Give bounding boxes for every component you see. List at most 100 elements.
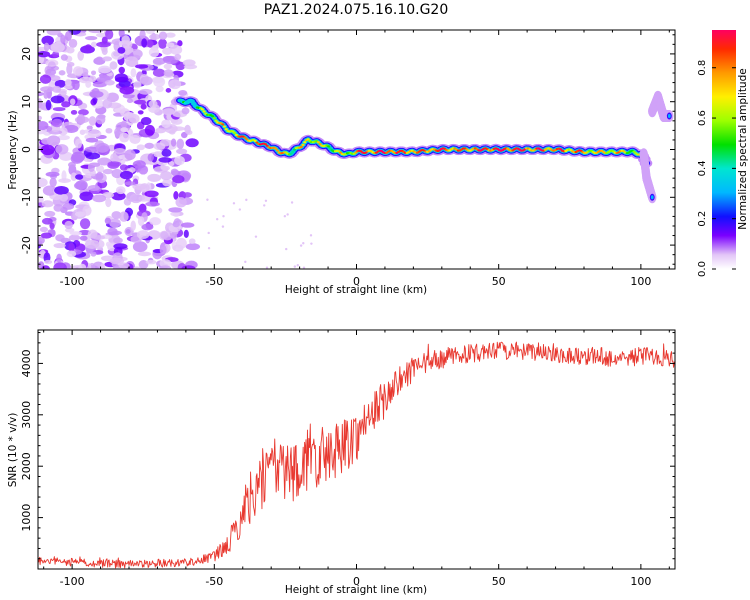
ridge-core <box>212 117 216 120</box>
noise-blob <box>38 115 42 121</box>
noise-blob <box>45 59 59 67</box>
noise-speck <box>299 244 303 247</box>
noise-blob <box>115 186 126 195</box>
noise-speck <box>290 201 294 204</box>
ridge-core <box>328 147 332 150</box>
noise-blob <box>91 70 97 76</box>
noise-blob <box>122 40 133 49</box>
snr-panel: -100 -50 0 50 100 1000 2000 3000 4000 Height of… <box>7 329 676 596</box>
noise-blob <box>177 40 183 47</box>
noise-blob <box>87 162 95 172</box>
noise-blob <box>128 113 140 124</box>
noise-blob <box>77 109 89 116</box>
noise-blob <box>130 220 136 231</box>
noise-blob <box>72 66 84 76</box>
noise-blob <box>82 205 92 216</box>
noise-blob <box>124 181 136 186</box>
noise-blob <box>70 110 78 115</box>
noise-blob <box>174 155 185 166</box>
noise-blob <box>64 78 72 87</box>
noise-blob <box>141 223 154 231</box>
noise-blob <box>109 218 121 228</box>
noise-blob <box>58 70 66 76</box>
noise-blob <box>125 229 131 234</box>
ridge-core <box>299 145 303 148</box>
spectrogram-x-label: Height of straight line (km) <box>285 284 427 296</box>
noise-blob <box>136 144 145 151</box>
noise-blob <box>185 243 201 251</box>
noise-blob <box>74 211 86 217</box>
noise-blob <box>53 242 66 249</box>
noise-speck <box>283 215 287 218</box>
noise-blob <box>139 183 150 193</box>
noise-blob <box>133 81 142 89</box>
noise-blob <box>105 30 114 40</box>
noise-blob <box>140 103 147 110</box>
noise-blob <box>49 222 55 230</box>
noise-blob <box>161 165 170 171</box>
noise-blob <box>185 138 199 148</box>
noise-blob <box>113 237 123 244</box>
noise-blob <box>68 38 78 48</box>
noise-blob <box>95 165 105 173</box>
x-tick-label: 0 <box>353 275 360 288</box>
noise-blob <box>41 35 54 46</box>
noise-blob <box>113 243 128 250</box>
noise-blob <box>66 61 75 67</box>
x-tick-label: -50 <box>205 275 223 288</box>
noise-blob <box>175 237 187 249</box>
noise-blob <box>178 89 188 96</box>
noise-blob <box>102 168 114 175</box>
noise-blob <box>38 91 44 97</box>
noise-blob <box>140 117 152 126</box>
noise-blob <box>65 46 75 54</box>
noise-blob <box>58 178 71 183</box>
ridge-core <box>306 138 310 141</box>
noise-blob <box>132 241 148 253</box>
colorbar-tick-label: 0.8 <box>697 60 708 76</box>
noise-blob <box>85 35 98 41</box>
y-tick-label: 20 <box>20 47 33 61</box>
noise-blob <box>113 148 126 154</box>
noise-blob <box>119 211 129 222</box>
noise-blob <box>43 42 50 52</box>
noise-speck <box>286 213 289 216</box>
noise-blob <box>53 204 63 212</box>
noise-blob <box>137 216 145 227</box>
noise-blob <box>170 117 183 125</box>
noise-blob <box>123 198 132 206</box>
noise-blob <box>45 171 60 177</box>
noise-blob <box>41 200 54 208</box>
ridge-core <box>192 102 196 105</box>
noise-blob <box>172 175 185 184</box>
noise-blob <box>63 84 73 90</box>
ridge-core <box>632 150 636 153</box>
noise-blob <box>85 44 92 51</box>
noise-blob <box>160 170 172 181</box>
noise-blob <box>70 172 78 182</box>
noise-blob <box>111 211 122 220</box>
ridge-core <box>200 108 204 111</box>
ridge-core <box>223 125 227 128</box>
noise-blob <box>183 64 198 70</box>
x-tick-label: 50 <box>492 275 506 288</box>
noise-speck <box>263 204 266 207</box>
noise-blob <box>165 42 175 48</box>
noise-blob <box>55 144 69 155</box>
snr-x-ticks: -100 -50 0 50 100 <box>43 330 670 588</box>
y-tick-label: -10 <box>20 188 33 206</box>
noise-blob <box>144 190 159 198</box>
noise-blob <box>130 68 137 78</box>
noise-blob <box>40 232 53 239</box>
noise-blob <box>52 85 62 93</box>
ridge-core <box>318 142 322 146</box>
y-tick-label: -20 <box>20 236 33 254</box>
noise-blob <box>61 101 71 108</box>
noise-blob <box>48 129 63 135</box>
noise-blob <box>38 120 49 131</box>
noise-blob <box>181 107 190 115</box>
noise-blob <box>101 47 108 56</box>
noise-blob <box>160 231 169 240</box>
noise-blob <box>128 167 136 173</box>
